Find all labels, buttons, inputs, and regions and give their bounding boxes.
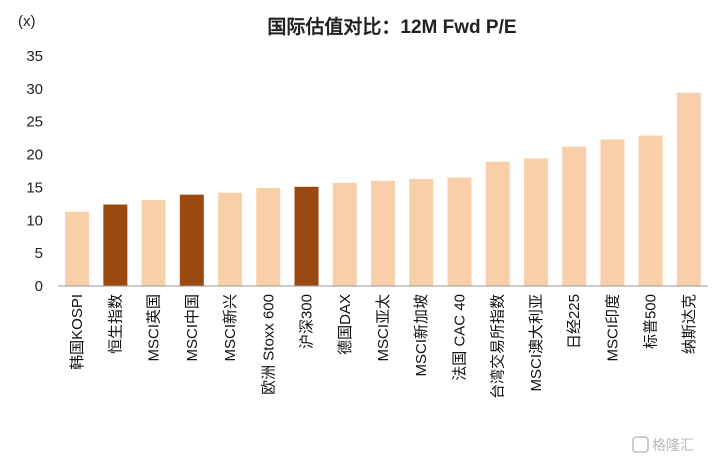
category-label: 纳斯达克 [681,294,698,354]
category-label: 沪深300 [299,294,316,349]
watermark: 格隆汇 [632,436,694,453]
chart-title: 国际估值对比：12M Fwd P/E [267,15,516,38]
category-label: MSCI新兴 [222,294,239,362]
y-axis: 0 5 10 15 20 25 30 35 [26,48,43,295]
bar [409,178,434,286]
category-label: MSCI英国 [145,294,163,362]
category-label: 日经225 [566,294,583,349]
y-tick-label: 25 [26,114,43,131]
category-label: 恒生指数 [107,294,124,354]
category-label: MSCI亚太 [375,294,392,362]
bar [676,92,701,286]
category-label: 德国DAX [336,294,354,355]
y-tick-label: 30 [26,81,43,98]
category-label: MSCI印度 [604,294,621,362]
bar [65,211,90,286]
category-label: 台湾交易所指数 [489,294,507,399]
y-axis-unit: (x) [18,13,36,30]
bar [179,194,204,286]
bar [600,139,625,286]
category-label: 标普500 [643,294,660,349]
bar [638,135,663,286]
category-label: MSCI澳大利亚 [528,294,545,392]
y-tick-label: 15 [26,179,43,196]
category-label: 欧洲 Stoxx 600 [260,294,277,395]
bar [218,192,243,286]
bar [371,180,395,286]
watermark-text: 格隆汇 [652,437,694,453]
bar [103,204,128,286]
y-tick-label: 0 [35,278,43,295]
bar [294,186,319,286]
bar [562,146,587,286]
bar [447,177,472,286]
bar [485,161,510,286]
y-tick-label: 35 [26,48,43,65]
watermark-logo-icon [632,436,649,453]
y-tick-label: 20 [26,147,43,164]
category-label: 韩国KOSPI [69,294,86,370]
bar [256,188,281,286]
bar [523,158,548,286]
y-tick-label: 5 [35,245,43,262]
x-axis-labels: 韩国KOSPI 恒生指数 MSCI英国 MSCI中国 MSCI新兴 欧洲 Stoxx 60… [69,294,698,399]
bar [141,199,166,286]
y-tick-label: 10 [26,212,43,229]
bars [65,92,701,286]
category-label: 法国 CAC 40 [451,294,468,381]
bar [332,182,357,286]
category-label: MSCI新加坡 [413,294,430,377]
category-label: MSCI中国 [184,294,201,362]
